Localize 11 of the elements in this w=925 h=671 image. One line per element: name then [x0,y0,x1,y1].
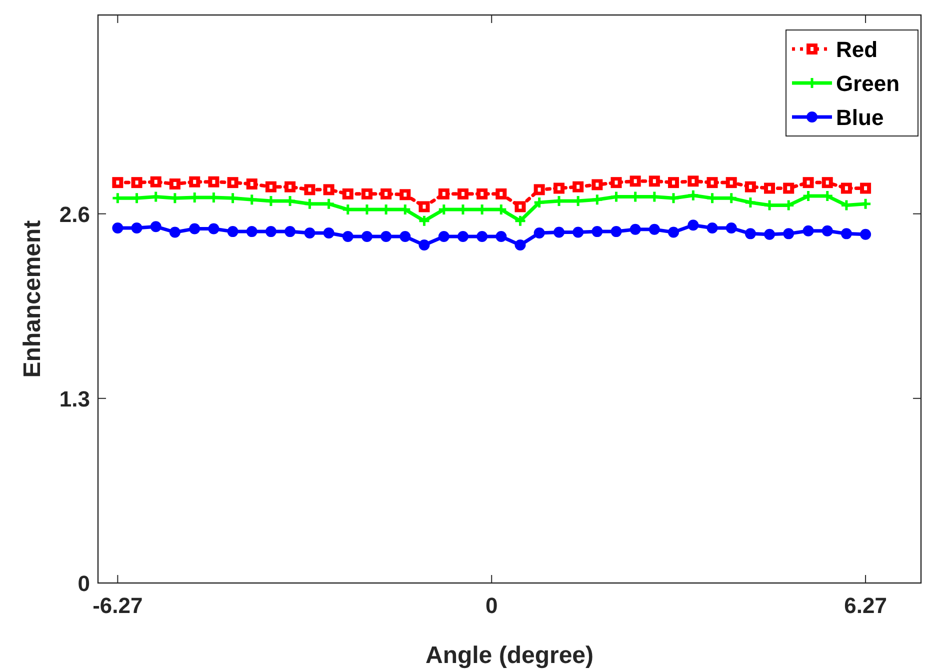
legend-label: Red [836,37,878,62]
y-tick-label: 1.3 [59,386,90,412]
legend-label: Blue [836,105,884,130]
x-tick-label: 6.27 [844,593,887,618]
x-tick-label: 0 [485,593,498,618]
y-axis-title: Enhancement [19,220,46,378]
legend-label: Green [836,71,900,96]
y-tick-label: 0 [78,571,90,596]
y-tick-label: 2.6 [59,202,90,227]
x-axis-title: Angle (degree) [425,642,594,669]
x-tick-label: -6.27 [92,593,143,618]
